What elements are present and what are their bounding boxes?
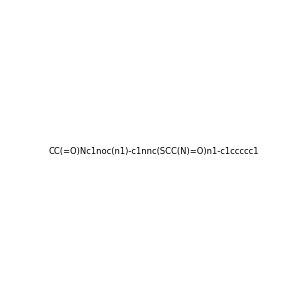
Text: CC(=O)Nc1noc(n1)-c1nnc(SCC(N)=O)n1-c1ccccc1: CC(=O)Nc1noc(n1)-c1nnc(SCC(N)=O)n1-c1ccc…	[49, 147, 259, 156]
